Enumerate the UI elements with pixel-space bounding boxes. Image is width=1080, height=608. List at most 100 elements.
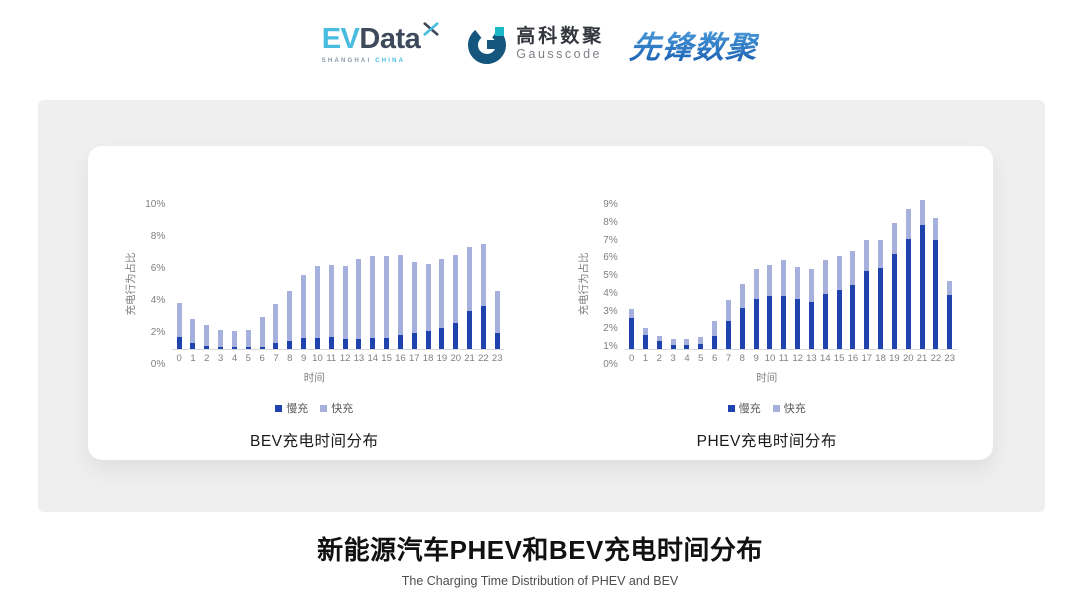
- y-tick-label: 0%: [150, 359, 166, 370]
- y-tick-label: 8%: [603, 216, 618, 228]
- y-tick-label: 9%: [603, 199, 618, 210]
- fast-charge-segment: [231, 331, 237, 348]
- x-tick-label: 22: [930, 353, 942, 364]
- slow-charge-segment: [947, 294, 953, 349]
- fast-charge-segment: [739, 284, 745, 309]
- slow-charge-segment: [822, 293, 828, 349]
- fast-charge-segment: [891, 222, 897, 254]
- slow-charge-segment: [878, 268, 884, 349]
- bev-plot-area: [172, 189, 505, 350]
- stacked-bar-hour-6: [255, 189, 269, 349]
- slow-charge-segment: [259, 346, 265, 349]
- bev-y-axis-title: 充电行为占比: [125, 252, 138, 316]
- slow-charge-segment: [891, 253, 897, 349]
- legend-item-slow: 慢充: [275, 400, 308, 416]
- slow-charge-segment: [781, 295, 787, 349]
- stacked-bar-hour-12: [338, 189, 352, 349]
- y-tick-label: 3%: [603, 305, 618, 317]
- stacked-bar-hour-6: [708, 189, 722, 349]
- slow-charge-segment: [656, 341, 662, 349]
- x-tick-label: 8: [287, 353, 293, 364]
- x-tick-label: 4: [684, 353, 690, 364]
- slow-charge-segment: [231, 347, 237, 349]
- slow-charge-segment: [411, 333, 417, 349]
- y-tick-label: 6%: [150, 263, 166, 274]
- evdata-x-mark-icon: [423, 22, 439, 36]
- slow-charge-segment: [190, 342, 196, 349]
- slow-charge-segment: [425, 331, 431, 349]
- x-tick-label: 21: [916, 353, 928, 364]
- slow-charge-segment: [480, 305, 486, 349]
- x-tick-label: 7: [273, 353, 279, 364]
- stacked-bar-hour-7: [269, 189, 283, 349]
- slow-charge-segment: [670, 344, 676, 349]
- x-tick-label: 9: [753, 353, 759, 364]
- stacked-bar-hour-1: [186, 189, 200, 349]
- fast-charge-segment: [342, 265, 348, 340]
- evdata-logo-ev: EV: [321, 23, 360, 55]
- stacked-bar-hour-15: [832, 189, 846, 349]
- x-tick-label: 1: [642, 353, 649, 364]
- x-tick-label: 1: [190, 353, 196, 364]
- phev-chart-caption: PHEV充电时间分布: [696, 433, 837, 450]
- x-tick-label: 2: [204, 353, 210, 364]
- x-tick-label: 13: [353, 353, 365, 364]
- stacked-bar-hour-2: [200, 189, 214, 349]
- fast-charge-segment: [328, 265, 334, 337]
- evdata-logo-data: Data: [359, 23, 421, 55]
- x-tick-label: 15: [381, 353, 392, 364]
- stacked-bar-hour-13: [805, 189, 819, 349]
- slow-charge-segment: [494, 333, 500, 349]
- x-tick-label: 14: [819, 353, 831, 364]
- header-logo-row: EV Data SHANGHAI CHINA 高科数聚 Gausscode 先锋数…: [0, 22, 1080, 67]
- bev-legend: 慢充 快充: [275, 400, 353, 416]
- x-tick-label: 23: [491, 353, 503, 364]
- stacked-bar-hour-23: [490, 189, 504, 349]
- x-tick-label: 7: [725, 353, 732, 364]
- slow-charge-segment: [314, 337, 320, 349]
- x-tick-label: 23: [944, 353, 955, 364]
- slow-charge-segment: [725, 320, 731, 349]
- fast-charge-segment: [439, 259, 445, 329]
- stacked-bar-hour-8: [283, 189, 297, 349]
- y-tick-label: 5%: [603, 270, 618, 282]
- legend-swatch: [275, 404, 283, 412]
- slow-charge-segment: [218, 347, 224, 349]
- fast-charge-segment: [933, 218, 939, 240]
- stacked-bar-hour-10: [763, 189, 777, 349]
- slow-charge-segment: [919, 224, 925, 349]
- stacked-bar-hour-10: [311, 189, 325, 349]
- stacked-bar-hour-3: [214, 189, 228, 349]
- stacked-bar-hour-0: [625, 189, 639, 349]
- slow-charge-segment: [439, 328, 445, 349]
- stacked-bar-hour-18: [874, 189, 888, 349]
- x-tick-label: 8: [739, 353, 745, 364]
- slow-charge-segment: [356, 338, 362, 349]
- x-tick-label: 0: [176, 353, 182, 364]
- stacked-bar-hour-5: [241, 189, 255, 349]
- y-tick-label: 10%: [145, 199, 166, 210]
- y-tick-label: 6%: [603, 252, 618, 264]
- fast-charge-segment: [301, 275, 307, 338]
- stacked-bar-hour-15: [380, 189, 394, 349]
- x-tick-label: 19: [436, 353, 448, 364]
- stacked-bar-hour-8: [735, 189, 749, 349]
- phev-legend: 慢充 快充: [727, 400, 806, 416]
- slow-charge-segment: [629, 317, 635, 349]
- fast-charge-segment: [204, 325, 210, 346]
- fast-charge-segment: [836, 255, 842, 291]
- fast-charge-segment: [712, 320, 718, 336]
- x-tick-label: 11: [326, 353, 337, 364]
- y-tick-label: 2%: [150, 327, 166, 338]
- fast-charge-segment: [919, 199, 925, 225]
- evdata-logo: EV Data SHANGHAI CHINA: [321, 22, 441, 64]
- y-tick-label: 1%: [603, 341, 618, 353]
- x-tick-label: 16: [395, 353, 406, 364]
- slow-charge-segment: [808, 301, 814, 349]
- phev-x-axis-ticks: 0 1 2 3 4 5 6 7 8 9 10 11 12 13 14 15 16 17 18 19 20 21 22 23: [625, 353, 957, 364]
- stacked-bar-hour-3: [666, 189, 680, 349]
- legend-swatch: [772, 404, 780, 412]
- x-tick-label: 20: [450, 353, 462, 364]
- legend-label: 快充: [331, 403, 354, 415]
- x-tick-label: 3: [218, 353, 224, 364]
